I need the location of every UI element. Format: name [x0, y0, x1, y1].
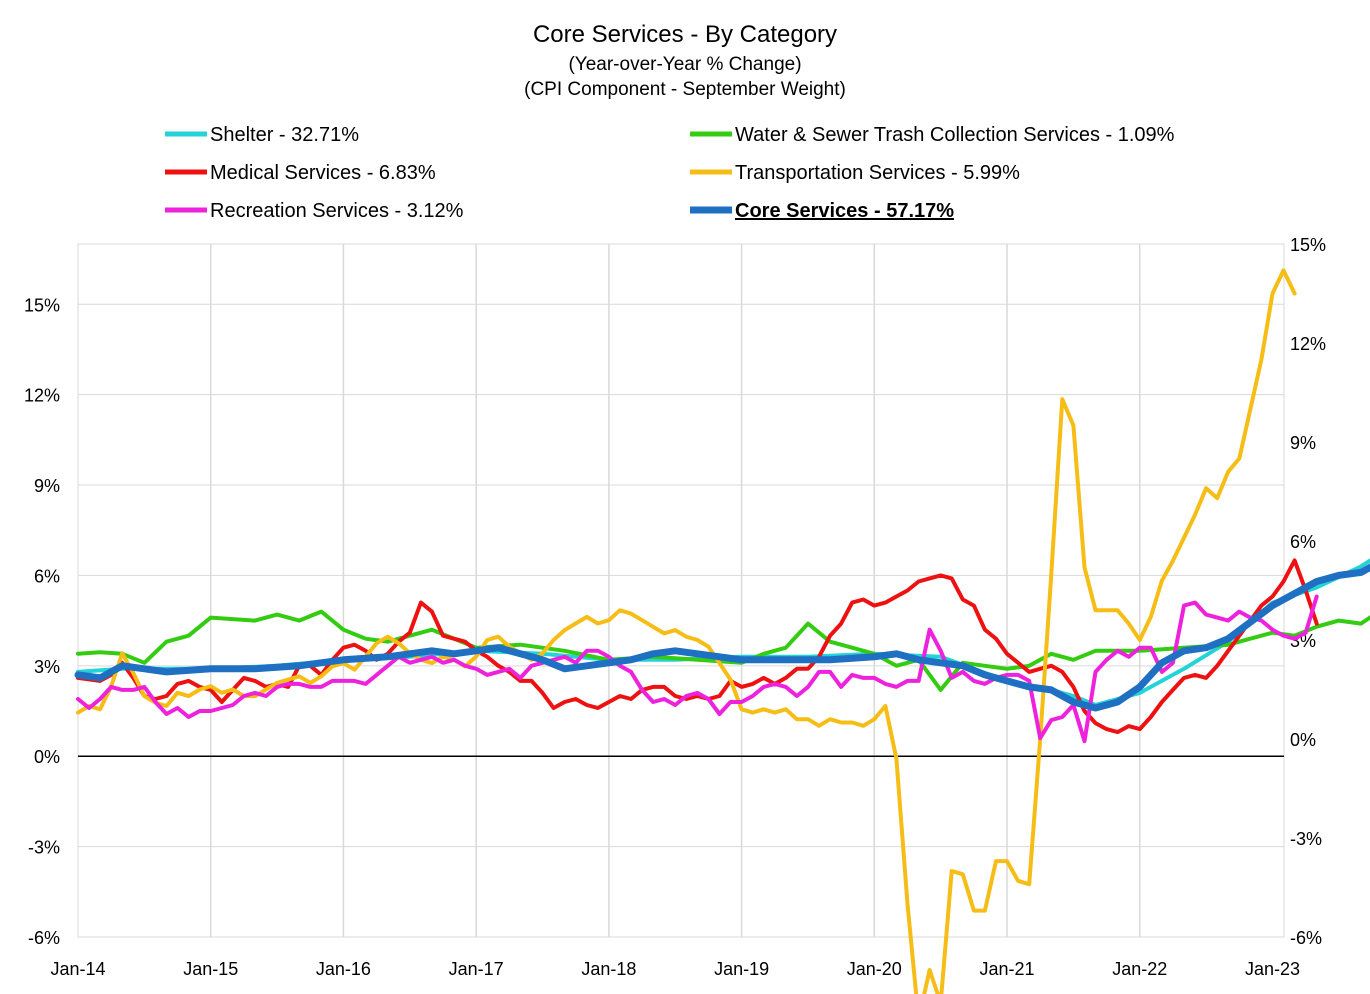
legend-label-core-services: Core Services - 57.17%	[735, 200, 954, 222]
legend-item-shelter: Shelter - 32.71%	[165, 124, 359, 146]
legend-item-transportation: Transportation Services - 5.99%	[690, 162, 1020, 184]
y-axis-left: -6% -3% 0% 3% 6% 9% 12% 15%	[24, 295, 60, 948]
legend-item-recreation: Recreation Services - 3.12%	[165, 200, 464, 222]
series-layer	[74, 268, 1370, 994]
x-tick-label: Jan-16	[316, 959, 371, 979]
gridlines	[78, 244, 1284, 938]
series-line-core-services	[74, 563, 1370, 712]
y-right-tick-label: 15%	[1290, 235, 1326, 255]
y-axis-right: -6%-3%0%3%6%9%12%15%	[1290, 235, 1326, 948]
y-right-tick-label: 12%	[1290, 334, 1326, 354]
legend-label-transportation: Transportation Services - 5.99%	[735, 162, 1020, 184]
series-line-transportation-services	[76, 268, 1297, 994]
x-tick-label: Jan-21	[980, 959, 1035, 979]
x-tick-label: Jan-17	[449, 959, 504, 979]
y-left-tick-label: 15%	[24, 295, 60, 315]
y-left-tick-label: 9%	[34, 476, 60, 496]
legend-label-water-sewer: Water & Sewer Trash Collection Services …	[735, 124, 1175, 146]
legend-item-medical: Medical Services - 6.83%	[165, 162, 436, 184]
y-right-tick-label: -3%	[1290, 829, 1322, 849]
legend-label-medical: Medical Services - 6.83%	[210, 162, 436, 184]
legend-item-water-sewer: Water & Sewer Trash Collection Services …	[690, 124, 1175, 146]
y-right-tick-label: -6%	[1290, 928, 1322, 948]
y-left-tick-label: 12%	[24, 386, 60, 406]
y-right-tick-label: 9%	[1290, 433, 1316, 453]
legend-item-core-services: Core Services - 57.17%	[690, 200, 954, 222]
y-left-tick-label: 0%	[34, 747, 60, 767]
chart-subtitle-2: (CPI Component - September Weight)	[524, 79, 846, 100]
y-right-tick-label: 0%	[1290, 730, 1316, 750]
chart-title: Core Services - By Category	[533, 21, 837, 48]
legend-label-shelter: Shelter - 32.71%	[210, 124, 359, 146]
x-tick-label: Jan-23	[1245, 959, 1300, 979]
series-line-recreation-services	[76, 594, 1319, 744]
y-left-tick-label: -6%	[28, 928, 60, 948]
chart-subtitle-1: (Year-over-Year % Change)	[568, 54, 801, 75]
x-tick-label: Jan-14	[50, 959, 105, 979]
y-left-tick-label: 3%	[34, 657, 60, 677]
x-tick-label: Jan-22	[1112, 959, 1167, 979]
x-tick-label: Jan-15	[183, 959, 238, 979]
y-left-tick-label: -3%	[28, 838, 60, 858]
y-left-tick-label: 6%	[34, 566, 60, 586]
x-tick-label: Jan-20	[847, 959, 902, 979]
legend: Shelter - 32.71% Water & Sewer Trash Col…	[165, 124, 1175, 222]
x-tick-label: Jan-19	[714, 959, 769, 979]
y-right-tick-label: 6%	[1290, 532, 1316, 552]
x-tick-label: Jan-18	[581, 959, 636, 979]
legend-label-recreation: Recreation Services - 3.12%	[210, 200, 464, 222]
x-axis: Jan-14 Jan-15 Jan-16 Jan-17 Jan-18 Jan-19 Jan-…	[50, 959, 1300, 979]
